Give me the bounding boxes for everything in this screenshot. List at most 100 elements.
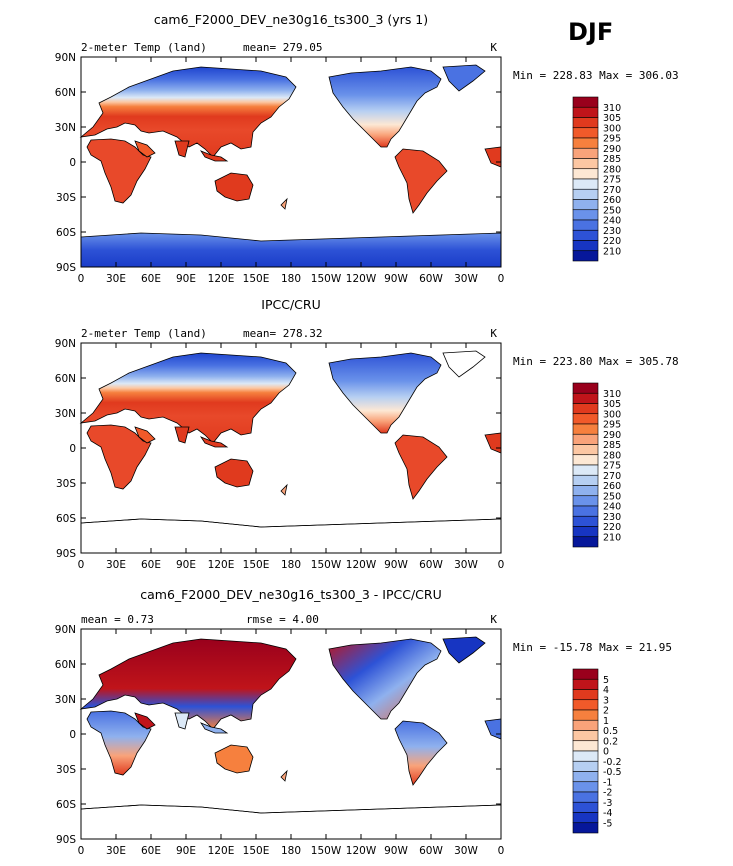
colorbar-label: 295	[603, 420, 621, 431]
panel-title: cam6_F2000_DEV_ne30g16_ts300_3 (yrs 1)	[154, 12, 428, 27]
y-tick-label: 30S	[56, 764, 76, 776]
colorbar-swatch	[572, 188, 599, 200]
x-tick-label: 60W	[419, 559, 443, 571]
x-tick-label: 30E	[106, 845, 126, 857]
colorbar-label: 310	[603, 103, 621, 114]
colorbar-label: 290	[603, 144, 621, 155]
colorbar-label: 0	[603, 747, 609, 758]
colorbar-label: 270	[603, 471, 621, 482]
minmax-label: Min = 228.83 Max = 306.03	[513, 69, 679, 82]
colorbar-label: 280	[603, 164, 621, 175]
panel-stat-label: mean= 279.05	[243, 41, 322, 54]
y-tick-label: 0	[69, 157, 76, 169]
y-tick-label: 60S	[56, 513, 76, 525]
colorbar-label: 0.2	[603, 736, 618, 747]
x-tick-label: 120E	[208, 273, 235, 285]
colorbar-swatch	[572, 730, 599, 742]
minmax-label: Min = -15.78 Max = 21.95	[513, 641, 672, 654]
x-tick-label: 0	[78, 273, 85, 285]
colorbar-swatch	[572, 526, 599, 538]
x-tick-label: 150W	[311, 845, 342, 857]
colorbar-swatch	[572, 709, 599, 721]
colorbar-swatch	[572, 106, 599, 118]
colorbar-label: 305	[603, 113, 621, 124]
x-tick-label: 60W	[419, 273, 443, 285]
colorbar-label: -5	[603, 818, 612, 829]
x-tick-label: 150E	[243, 273, 270, 285]
colorbar-label: 1	[603, 716, 609, 727]
colorbar-label: 250	[603, 491, 621, 502]
colorbar-swatch	[572, 117, 599, 129]
colorbar-swatch	[572, 209, 599, 221]
colorbar-swatch	[572, 515, 599, 527]
panel-stat-label: rmse = 4.00	[246, 613, 319, 626]
panel-1: cam6_F2000_DEV_ne30g16_ts300_3 (yrs 1) 2-…	[55, 12, 679, 285]
colorbar-label: 210	[603, 246, 621, 257]
panel-title: cam6_F2000_DEV_ne30g16_ts300_3 - IPCC/CR…	[140, 587, 441, 602]
colorbar-swatch	[572, 495, 599, 507]
x-tick-label: 120E	[208, 559, 235, 571]
colorbar-swatch	[572, 444, 599, 456]
colorbar-label: 305	[603, 399, 621, 410]
y-tick-label: 60N	[55, 659, 76, 671]
y-tick-label: 60N	[55, 373, 76, 385]
colorbar-swatch	[572, 740, 599, 752]
colorbar-label: 240	[603, 502, 621, 513]
colorbar-label: 285	[603, 440, 621, 451]
colorbar-swatch	[572, 689, 599, 701]
colorbar-swatch	[572, 96, 599, 108]
x-tick-label: 180	[281, 845, 301, 857]
colorbar-label: -3	[603, 798, 612, 809]
colorbar-swatch	[572, 433, 599, 445]
colorbar-swatch	[572, 801, 599, 813]
colorbar-label: 210	[603, 532, 621, 543]
x-tick-label: 90E	[176, 559, 196, 571]
x-tick-label: 120W	[346, 273, 377, 285]
panel-units-label: K	[490, 41, 497, 54]
x-tick-label: 90W	[384, 559, 408, 571]
colorbar-label: 280	[603, 450, 621, 461]
panel-left-label: 2-meter Temp (land)	[81, 41, 207, 54]
colorbar-swatch	[572, 178, 599, 190]
colorbar-label: 3	[603, 695, 609, 706]
colorbar-swatch	[572, 536, 599, 548]
colorbar-swatch	[572, 168, 599, 180]
y-tick-label: 30N	[55, 408, 76, 420]
colorbar-swatch	[572, 760, 599, 772]
x-tick-label: 120E	[208, 845, 235, 857]
y-tick-label: 0	[69, 729, 76, 741]
x-tick-label: 30W	[454, 559, 478, 571]
panel-3: cam6_F2000_DEV_ne30g16_ts300_3 - IPCC/CR…	[55, 587, 672, 857]
colorbar-label: -4	[603, 808, 612, 819]
x-tick-label: 150W	[311, 559, 342, 571]
colorbar-label: -1	[603, 777, 612, 788]
colorbar-swatch	[572, 781, 599, 793]
colorbar-label: 290	[603, 430, 621, 441]
colorbar-swatch	[572, 137, 599, 149]
colorbar-swatch	[572, 812, 599, 824]
panel-stat-label: mean= 278.32	[243, 327, 322, 340]
x-tick-label: 0	[78, 845, 85, 857]
colorbar-label: 220	[603, 522, 621, 533]
colorbar-swatch	[572, 668, 599, 680]
colorbar-swatch	[572, 403, 599, 415]
colorbar-swatch	[572, 719, 599, 731]
x-tick-label: 0	[498, 845, 505, 857]
colorbar-swatch	[572, 382, 599, 394]
map: 0 30E 60E 90E 120E 150E 180 150W 120W 90W 60W 30W 09…	[55, 624, 505, 857]
colorbar-label: 275	[603, 461, 621, 472]
colorbar-label: -0.5	[603, 767, 622, 778]
colorbar-swatch	[572, 750, 599, 762]
colorbar-swatch	[572, 505, 599, 517]
colorbar-label: 250	[603, 205, 621, 216]
panel-left-label: mean = 0.73	[81, 613, 154, 626]
colorbar-label: 230	[603, 226, 621, 237]
colorbar-swatch	[572, 199, 599, 211]
colorbar-swatch	[572, 219, 599, 231]
colorbar-label: 260	[603, 481, 621, 492]
x-tick-label: 60E	[141, 273, 161, 285]
x-tick-label: 90W	[384, 273, 408, 285]
colorbar-swatch	[572, 240, 599, 252]
